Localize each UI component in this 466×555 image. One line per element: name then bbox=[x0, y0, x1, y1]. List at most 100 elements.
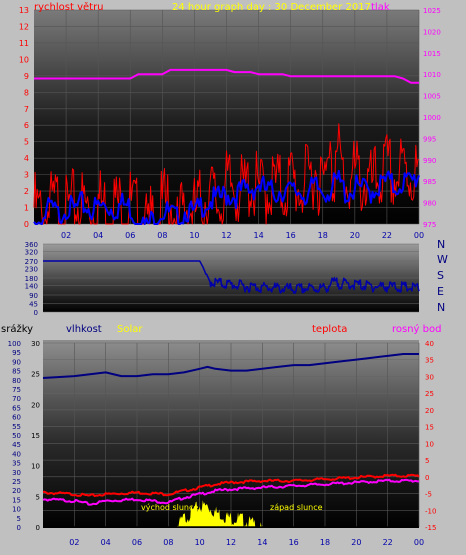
p3-x-tick-label: 22 bbox=[383, 538, 393, 547]
p1-left-tick-label: 6 bbox=[24, 121, 29, 130]
p1-right-tick-label: 1025 bbox=[423, 7, 441, 15]
header-right-label: tlak bbox=[371, 2, 390, 13]
p1-left-tick-label: 4 bbox=[24, 154, 29, 163]
p3-solar-tick-label: 25 bbox=[31, 371, 40, 379]
temp-label: teplota bbox=[312, 324, 347, 335]
p1-right-tick-label: 995 bbox=[423, 135, 436, 143]
p1-left-tick-label: 11 bbox=[19, 39, 29, 48]
humidity-label: vlhkost bbox=[66, 324, 102, 335]
p3-solar-tick-label: 10 bbox=[31, 463, 40, 471]
p3-rain-tick-label: 80 bbox=[12, 377, 21, 385]
header-left-label: rychlost větru bbox=[34, 1, 104, 13]
p2-tick-label: 320 bbox=[25, 249, 38, 257]
p1-x-tick-label: 04 bbox=[93, 231, 103, 240]
p3-x-tick-label: 10 bbox=[195, 538, 205, 547]
p3-rain-tick-label: 60 bbox=[12, 414, 21, 422]
p3-x-tick-label: 08 bbox=[163, 538, 173, 547]
p3-x-tick-label: 00 bbox=[414, 538, 424, 547]
compass-label-3: S bbox=[437, 269, 444, 282]
sunrise-annotation: východ slunce bbox=[141, 503, 198, 512]
compass-label-4: E bbox=[437, 285, 444, 298]
p3-rain-tick-label: 100 bbox=[8, 340, 21, 348]
temperature-series bbox=[42, 473, 420, 498]
p1-left-tick-label: 0 bbox=[24, 220, 29, 229]
p2-tick-label: 0 bbox=[34, 309, 38, 317]
p3-x-tick-label: 02 bbox=[69, 538, 79, 547]
p3-rain-tick-label: 5 bbox=[17, 515, 21, 523]
p3-rain-tick-label: 35 bbox=[12, 460, 21, 468]
p1-right-tick-label: 975 bbox=[423, 221, 436, 229]
chart-title: 24 hour graph day : 30 December 2017 bbox=[172, 2, 371, 13]
p1-x-tick-label: 02 bbox=[61, 231, 71, 240]
p2-tick-label: 230 bbox=[25, 266, 38, 274]
p1-right-tick-label: 1015 bbox=[423, 50, 441, 58]
p1-left-tick-label: 2 bbox=[24, 187, 29, 196]
p3-temp-tick-label: 30 bbox=[425, 373, 434, 381]
compass-label-2: W bbox=[437, 253, 448, 266]
p1-left-tick-label: 3 bbox=[24, 171, 29, 180]
p3-rain-tick-label: 90 bbox=[12, 358, 21, 366]
p3-temp-tick-label: -15 bbox=[425, 524, 436, 532]
p1-right-tick-label: 1020 bbox=[423, 28, 441, 36]
p3-solar-tick-label: 15 bbox=[31, 432, 40, 440]
solar-series bbox=[176, 500, 263, 527]
p3-x-tick-label: 18 bbox=[320, 538, 330, 547]
solar-label: Solar bbox=[117, 324, 143, 335]
p3-rain-tick-label: 65 bbox=[12, 404, 21, 412]
p3-rain-tick-label: 25 bbox=[12, 478, 21, 486]
p3-x-tick-label: 06 bbox=[132, 538, 142, 547]
p3-temp-tick-label: 15 bbox=[425, 424, 434, 432]
p3-rain-tick-label: 50 bbox=[12, 432, 21, 440]
wind-gust-series bbox=[33, 123, 420, 225]
p3-x-tick-label: 20 bbox=[351, 538, 361, 547]
p3-temp-tick-label: 40 bbox=[425, 340, 434, 348]
dewpoint-label: rosný bod bbox=[392, 323, 441, 335]
p3-rain-tick-label: 55 bbox=[12, 423, 21, 431]
p1-x-tick-label: 06 bbox=[125, 231, 135, 240]
p1-x-tick-label: 14 bbox=[253, 231, 263, 240]
p1-x-tick-label: 20 bbox=[350, 231, 360, 240]
p1-x-tick-label: 08 bbox=[157, 231, 167, 240]
p1-x-tick-label: 18 bbox=[318, 231, 328, 240]
p3-rain-tick-label: 10 bbox=[12, 506, 21, 514]
p3-rain-tick-label: 45 bbox=[12, 441, 21, 449]
p3-temp-tick-label: -5 bbox=[425, 491, 432, 499]
wind-average-series bbox=[33, 169, 420, 225]
p1-x-tick-label: 12 bbox=[221, 231, 231, 240]
pressure-series bbox=[34, 68, 419, 84]
p1-left-tick-label: 13 bbox=[19, 6, 29, 15]
dewpoint-series bbox=[42, 478, 419, 506]
p3-temp-tick-label: 25 bbox=[425, 390, 434, 398]
p1-right-tick-label: 1005 bbox=[423, 93, 441, 101]
p3-rain-tick-label: 70 bbox=[12, 395, 21, 403]
p3-rain-tick-label: 30 bbox=[12, 469, 21, 477]
p1-x-tick-label: 10 bbox=[189, 231, 199, 240]
wind-direction-series bbox=[43, 260, 420, 294]
p1-left-tick-label: 12 bbox=[19, 22, 29, 31]
p3-rain-tick-label: 85 bbox=[12, 368, 21, 376]
p2-tick-label: 360 bbox=[25, 241, 38, 249]
p3-solar-tick-label: 5 bbox=[36, 493, 40, 501]
p1-left-tick-label: 10 bbox=[19, 55, 29, 64]
p1-right-tick-label: 1010 bbox=[423, 71, 441, 79]
p3-rain-tick-label: 0 bbox=[17, 524, 21, 532]
p1-left-tick-label: 8 bbox=[24, 88, 29, 97]
p2-tick-label: 45 bbox=[29, 301, 38, 309]
p3-temp-tick-label: 5 bbox=[425, 457, 429, 465]
p2-tick-label: 270 bbox=[25, 258, 38, 266]
p3-temp-tick-label: -10 bbox=[425, 507, 436, 515]
p1-x-tick-label: 22 bbox=[382, 231, 392, 240]
p3-x-tick-label: 16 bbox=[289, 538, 299, 547]
p1-right-tick-label: 990 bbox=[423, 157, 436, 165]
p1-left-tick-label: 9 bbox=[24, 72, 29, 81]
p3-x-tick-label: 04 bbox=[101, 538, 111, 547]
p3-solar-tick-label: 30 bbox=[31, 340, 40, 348]
p3-rain-tick-label: 75 bbox=[12, 386, 21, 394]
sunset-annotation: západ slunce bbox=[270, 503, 323, 512]
p1-right-tick-label: 1000 bbox=[423, 114, 441, 122]
p1-x-tick-label: 16 bbox=[286, 231, 296, 240]
p1-left-tick-label: 1 bbox=[24, 204, 29, 213]
p3-solar-tick-label: 20 bbox=[31, 401, 40, 409]
